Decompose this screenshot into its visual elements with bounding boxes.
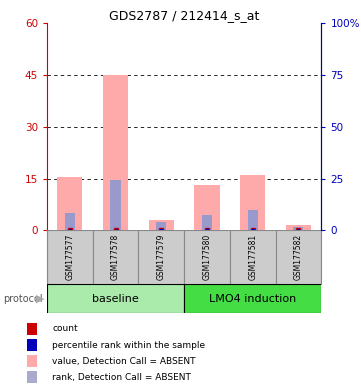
Title: GDS2787 / 212414_s_at: GDS2787 / 212414_s_at <box>109 9 259 22</box>
Bar <box>27 371 37 383</box>
Bar <box>184 230 230 284</box>
Bar <box>93 230 138 284</box>
Text: baseline: baseline <box>92 293 139 304</box>
Bar <box>57 177 82 230</box>
Text: ▶: ▶ <box>36 293 45 304</box>
Bar <box>27 355 37 367</box>
Text: GSM177582: GSM177582 <box>294 234 303 280</box>
Text: GSM177578: GSM177578 <box>111 234 120 280</box>
Text: GSM177580: GSM177580 <box>203 234 212 280</box>
Bar <box>286 225 311 230</box>
Bar <box>275 230 321 284</box>
Text: count: count <box>52 324 78 333</box>
Text: LMO4 induction: LMO4 induction <box>209 293 296 304</box>
Bar <box>110 180 121 230</box>
Bar <box>27 323 37 335</box>
Bar <box>156 222 166 230</box>
Text: value, Detection Call = ABSENT: value, Detection Call = ABSENT <box>52 357 196 366</box>
Bar <box>47 230 93 284</box>
Bar <box>202 215 212 230</box>
Text: percentile rank within the sample: percentile rank within the sample <box>52 341 205 349</box>
Bar <box>293 227 304 230</box>
Text: rank, Detection Call = ABSENT: rank, Detection Call = ABSENT <box>52 373 191 382</box>
Text: GSM177577: GSM177577 <box>65 234 74 280</box>
Text: GSM177581: GSM177581 <box>248 234 257 280</box>
Bar <box>149 220 174 230</box>
Bar <box>248 210 258 230</box>
Bar <box>47 284 184 313</box>
Bar <box>27 339 37 351</box>
Bar <box>195 185 219 230</box>
Bar <box>184 284 321 313</box>
Text: protocol: protocol <box>4 293 43 304</box>
Bar <box>138 230 184 284</box>
Bar <box>103 75 128 230</box>
Bar <box>230 230 275 284</box>
Bar <box>240 175 265 230</box>
Text: GSM177579: GSM177579 <box>157 234 166 280</box>
Bar <box>65 213 75 230</box>
